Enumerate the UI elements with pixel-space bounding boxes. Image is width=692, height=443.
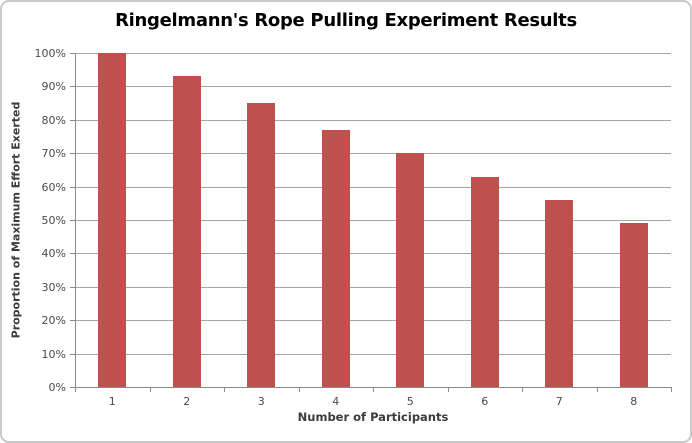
- gridline: [75, 286, 671, 288]
- y-axis-line: [75, 53, 76, 387]
- y-axis-tick-label: 10%: [41, 347, 66, 361]
- bar-participants-2: [172, 76, 201, 387]
- x-axis-tick: [447, 387, 449, 392]
- y-axis-tick-label: 50%: [41, 214, 66, 227]
- bar-participants-7: [545, 199, 574, 387]
- y-axis-tick-label: 0%: [48, 381, 66, 394]
- y-axis-tick: [70, 286, 75, 288]
- bar-participants-8: [619, 223, 648, 387]
- gridline: [75, 186, 671, 188]
- x-axis-tick-label: 6: [481, 395, 489, 408]
- y-axis-tick-label: 80%: [41, 113, 66, 127]
- y-axis-tick: [70, 153, 75, 155]
- gridline: [75, 320, 671, 322]
- x-axis-tick: [373, 387, 374, 392]
- y-axis-tick: [70, 53, 75, 54]
- x-axis-tick-label: 3: [257, 395, 265, 408]
- gridline: [75, 220, 671, 221]
- x-axis-tick-label: 7: [555, 395, 563, 408]
- y-axis-tick: [70, 220, 75, 221]
- gridline: [75, 53, 671, 54]
- gridline: [75, 153, 671, 155]
- y-axis-tick: [70, 119, 75, 121]
- bar-participants-3: [247, 103, 276, 387]
- x-axis-tick-label: 4: [332, 395, 340, 408]
- x-axis-tick-label: 1: [108, 395, 116, 408]
- x-axis-tick-label: 5: [406, 395, 414, 408]
- x-axis-tick: [596, 387, 598, 392]
- x-axis-tick-label: 2: [183, 395, 191, 408]
- bar-participants-6: [470, 176, 499, 387]
- y-axis-tick-label: 30%: [41, 280, 66, 294]
- y-axis-tick: [70, 320, 75, 322]
- y-axis-tick: [70, 86, 75, 88]
- x-axis-title: Number of Participants: [297, 410, 449, 424]
- bar-participants-4: [321, 129, 350, 387]
- y-axis-tick-label: 60%: [41, 180, 66, 194]
- x-axis-tick-label: 8: [630, 395, 638, 408]
- y-axis-tick-label: 90%: [41, 80, 66, 94]
- bar-participants-1: [98, 53, 127, 387]
- x-axis-tick: [298, 387, 300, 392]
- gridline: [75, 86, 671, 88]
- y-axis-tick: [70, 353, 75, 355]
- y-axis-tick-label: 20%: [41, 314, 66, 328]
- x-axis-tick: [224, 387, 225, 392]
- y-axis-tick-label: 70%: [41, 147, 66, 161]
- x-axis-tick: [75, 387, 76, 392]
- bar-participants-5: [396, 153, 425, 387]
- y-axis-tick: [70, 253, 75, 255]
- gridline: [75, 353, 671, 355]
- gridline: [75, 119, 671, 121]
- x-axis-tick: [149, 387, 151, 392]
- y-axis-tick: [70, 387, 75, 388]
- y-axis-tick-label: 40%: [41, 247, 66, 261]
- x-axis-tick: [522, 387, 523, 392]
- y-axis-tick: [70, 186, 75, 188]
- y-axis-tick-label: 100%: [34, 47, 66, 60]
- gridline: [75, 253, 671, 255]
- x-axis-tick: [671, 387, 672, 392]
- chart-title: Ringelmann's Rope Pulling Experiment Res…: [115, 10, 577, 31]
